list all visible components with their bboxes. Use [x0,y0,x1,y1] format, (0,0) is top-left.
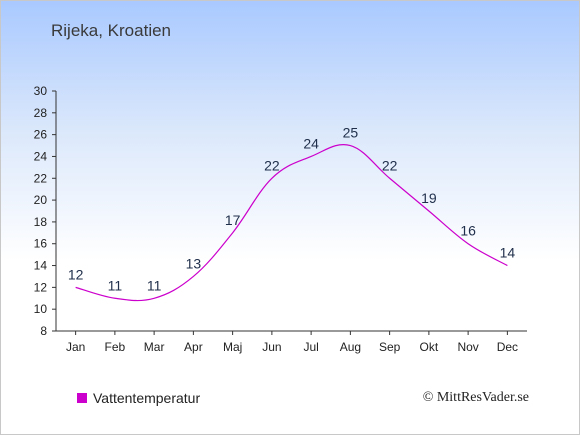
x-tick-label: Feb [105,340,126,354]
data-label: 25 [343,125,359,141]
data-label: 11 [147,277,162,293]
x-tick-label: Jul [303,340,318,354]
y-tick-label: 30 [34,84,48,98]
y-tick-label: 24 [34,149,48,163]
x-tick-label: Jan [66,340,85,354]
data-label: 16 [460,223,476,239]
x-tick-label: Aug [340,340,361,354]
x-tick-label: Jun [262,340,281,354]
x-tick-label: Apr [184,340,203,354]
y-tick-label: 14 [34,259,48,273]
y-tick-label: 12 [34,280,48,294]
legend-swatch [77,393,87,403]
y-tick-label: 28 [34,106,48,120]
y-tick-label: 16 [34,237,48,251]
y-tick-label: 8 [40,324,47,338]
legend: Vattentemperatur [77,390,200,406]
data-label: 12 [68,266,84,282]
y-tick-label: 10 [34,302,48,316]
x-tick-label: Maj [223,340,242,354]
data-label: 14 [500,245,516,261]
y-tick-label: 26 [34,128,48,142]
x-tick-label: Nov [457,340,478,354]
data-label: 13 [186,255,202,271]
y-tick-label: 22 [34,171,48,185]
legend-label: Vattentemperatur [93,390,201,406]
chart-title: Rijeka, Kroatien [51,21,172,40]
copyright-text: © MittResVader.se [422,390,529,405]
x-tick-label: Sep [379,340,401,354]
data-label: 11 [108,277,123,293]
data-label: 22 [382,157,398,173]
series-line-vattentemperatur [75,144,508,302]
x-tick-label: Okt [420,340,439,354]
data-label: 19 [421,190,437,206]
data-label: 17 [225,212,241,228]
x-tick-label: Dec [497,340,518,354]
y-tick-label: 18 [34,215,48,229]
x-tick-label: Mar [144,340,165,354]
y-tick-label: 20 [34,193,48,207]
data-label: 22 [264,157,280,173]
data-label: 24 [303,135,319,151]
